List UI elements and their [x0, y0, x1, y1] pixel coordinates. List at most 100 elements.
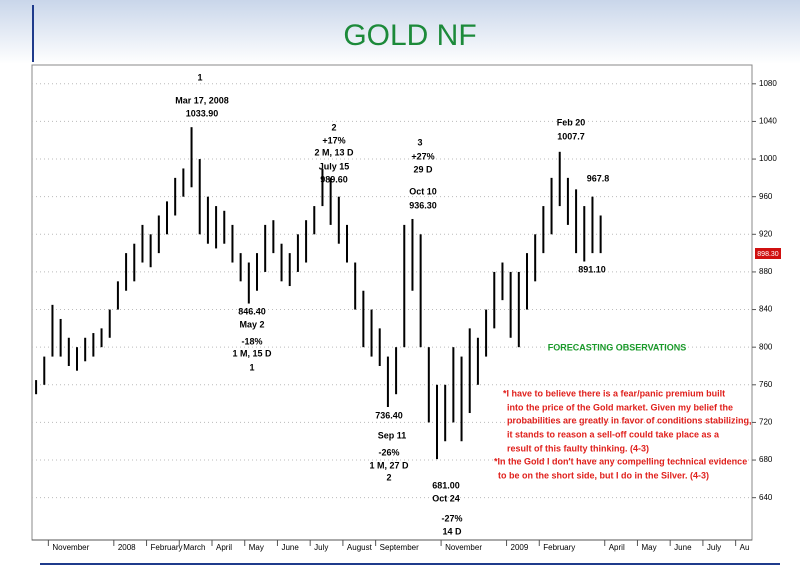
- note-line: probabilities are greatly in favor of co…: [507, 415, 752, 425]
- x-tick-label: November: [52, 543, 89, 552]
- y-tick-label: 880: [759, 267, 773, 276]
- x-tick-label: June: [281, 543, 299, 552]
- price-bar: [395, 347, 398, 395]
- price-bar: [141, 224, 144, 263]
- price-bar: [198, 159, 201, 235]
- x-tick-label: July: [314, 543, 328, 552]
- price-bar: [296, 234, 299, 272]
- price-bar: [542, 206, 545, 254]
- price-bar: [174, 177, 177, 216]
- price-bar: [100, 328, 103, 348]
- price-bar: [591, 196, 594, 254]
- x-tick-label: April: [609, 543, 625, 552]
- price-bar: [149, 234, 152, 268]
- price-bar: [239, 253, 242, 282]
- price-bar: [419, 234, 422, 348]
- annotation: 29 D: [413, 164, 433, 174]
- price-bar: [558, 151, 561, 207]
- price-bar: [321, 168, 324, 207]
- annotation: 14 D: [442, 526, 462, 536]
- annotation: +17%: [322, 135, 345, 145]
- annotation: Feb 20: [557, 117, 586, 127]
- x-tick-label: July: [707, 543, 721, 552]
- annotation: 967.8: [587, 173, 610, 183]
- annotation: Sep 11: [378, 430, 407, 440]
- annotation: 846.40: [238, 306, 266, 316]
- price-bar: [182, 168, 185, 197]
- plot-frame: [31, 64, 753, 541]
- y-tick-label: 840: [759, 305, 773, 314]
- annotation: 2: [386, 472, 391, 482]
- price-bar: [264, 224, 267, 272]
- price-bar: [370, 309, 373, 357]
- x-tick-label: February: [543, 543, 575, 552]
- annotation: 989.60: [320, 174, 348, 184]
- note-line: *I have to believe there is a fear/panic…: [503, 388, 725, 398]
- price-bar: [575, 189, 578, 254]
- price-bar: [460, 356, 463, 442]
- price-bar: [534, 234, 537, 282]
- annotation: 681.00: [432, 480, 460, 490]
- annotation: -18%: [241, 336, 262, 346]
- price-bar: [526, 253, 528, 310]
- annotation: 1: [249, 362, 254, 372]
- annotation: Oct 24: [432, 493, 460, 503]
- x-tick-label: November: [445, 543, 482, 552]
- price-bar: [386, 356, 389, 407]
- annotation: Mar 17, 2008: [175, 95, 229, 105]
- x-tick-label: August: [347, 543, 373, 552]
- price-bar: [362, 290, 365, 348]
- price-bar: [509, 271, 512, 338]
- x-tick-label: September: [380, 543, 419, 552]
- price-bar: [468, 328, 471, 414]
- price-bar: [157, 215, 160, 254]
- annotation: 2 M, 13 D: [314, 147, 354, 157]
- price-bar: [76, 347, 78, 371]
- price-bar: [599, 215, 602, 254]
- annotation: 1 M, 15 D: [232, 348, 272, 358]
- note-line: it stands to reason a sell-off could tak…: [507, 429, 720, 439]
- last-price-box: [755, 248, 781, 259]
- notes-title: FORECASTING OBSERVATIONS: [548, 342, 687, 352]
- price-bar: [190, 127, 193, 188]
- x-tick-label: April: [216, 543, 232, 552]
- price-bar: [378, 328, 381, 366]
- annotation: 1: [197, 72, 202, 82]
- x-tick-label: June: [674, 543, 692, 552]
- price-bar: [346, 224, 348, 263]
- price-bar: [84, 337, 87, 362]
- price-bar: [501, 262, 504, 301]
- price-bar: [427, 347, 430, 423]
- price-bar: [485, 309, 488, 357]
- price-bar: [476, 337, 479, 385]
- annotation: 3: [417, 137, 422, 147]
- x-tick-label: Au: [740, 543, 750, 552]
- annotation: -27%: [441, 513, 462, 523]
- price-bar: [92, 333, 95, 357]
- price-bar: [231, 224, 234, 263]
- price-bar: [305, 220, 308, 263]
- price-bar: [125, 253, 128, 291]
- price-bar: [108, 309, 111, 338]
- last-price-label: 898.30: [757, 251, 779, 258]
- price-bar: [116, 281, 119, 310]
- price-bar: [166, 201, 168, 235]
- y-tick-label: 800: [759, 342, 773, 351]
- annotation: 936.30: [409, 200, 437, 210]
- price-bar: [67, 337, 70, 366]
- price-bar: [280, 243, 283, 282]
- y-tick-label: 1040: [759, 117, 777, 126]
- annotation: 2: [331, 122, 336, 132]
- price-bar: [35, 380, 38, 395]
- annotation: 1033.90: [186, 108, 219, 118]
- x-tick-label: May: [249, 543, 264, 552]
- annotation: July 15: [319, 161, 350, 171]
- price-bar: [517, 271, 520, 348]
- note-line: to be on the short side, but I do in the…: [498, 470, 709, 480]
- price-bar: [444, 384, 447, 442]
- price-bar: [272, 220, 275, 254]
- annotation: +27%: [411, 151, 434, 161]
- price-bar: [354, 262, 357, 310]
- price-bar: [337, 196, 340, 244]
